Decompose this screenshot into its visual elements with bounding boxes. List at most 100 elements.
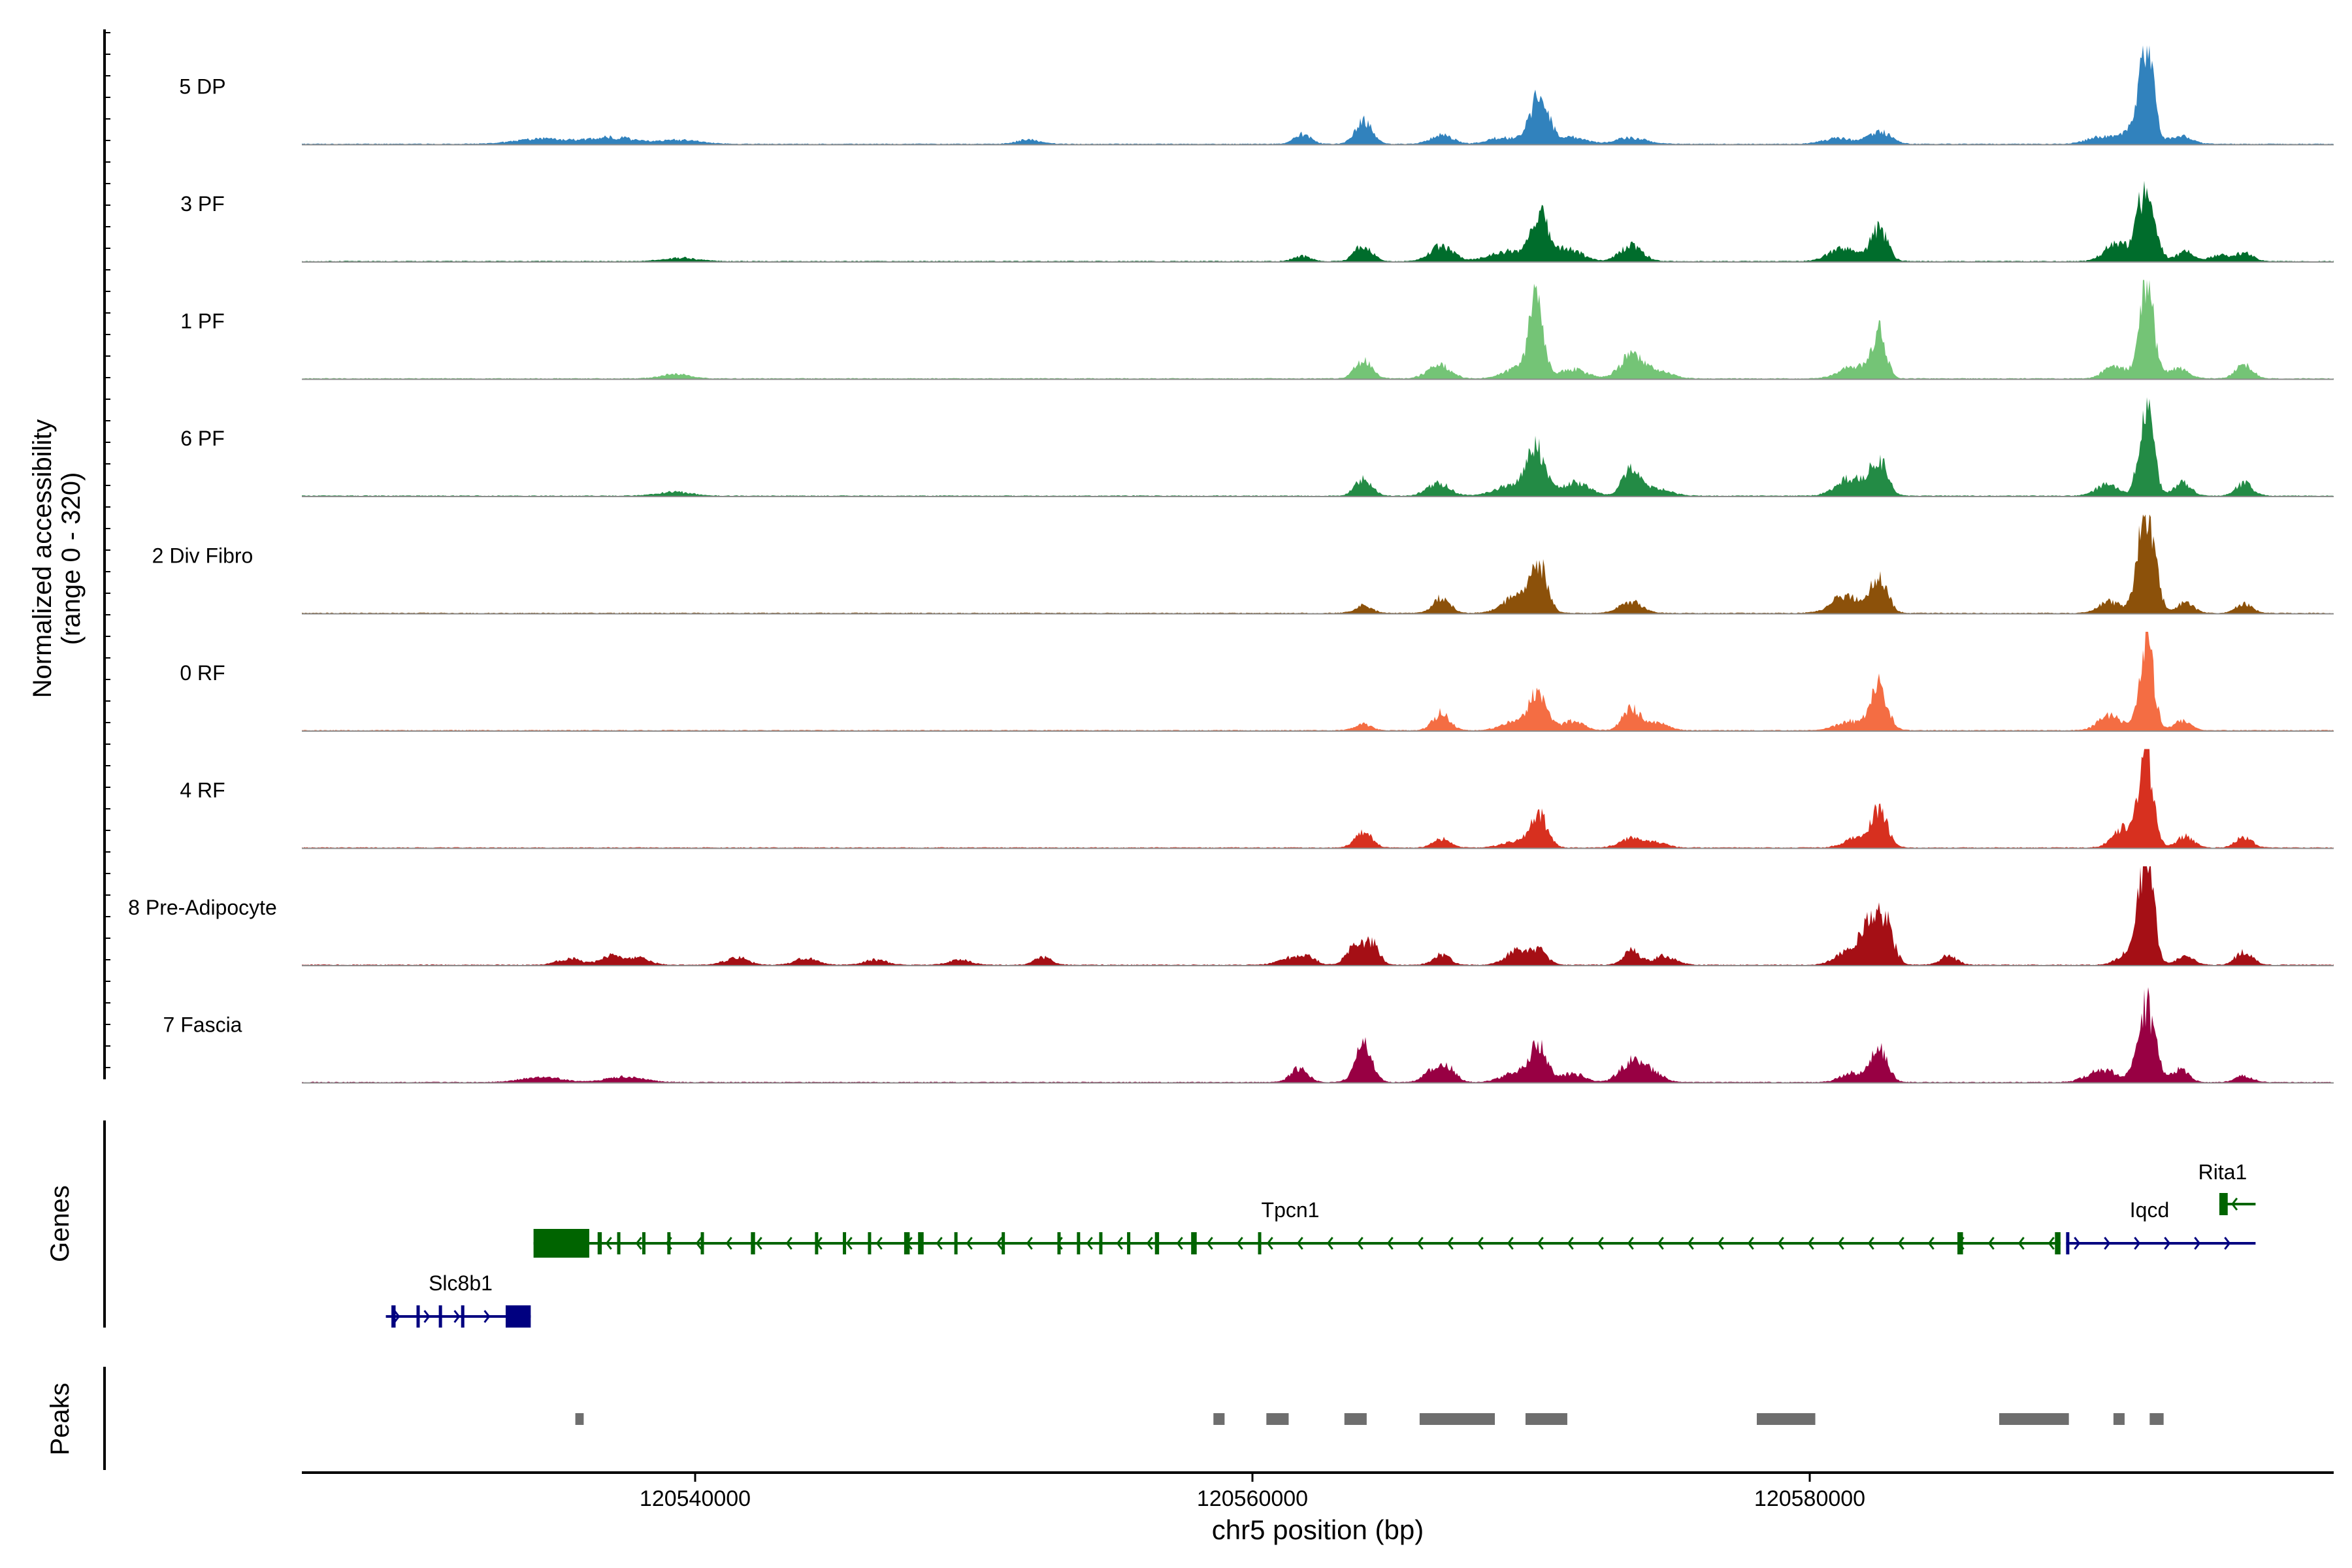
coverage-area [302, 280, 2334, 380]
strand-chevron [1867, 1237, 1874, 1250]
y-axis-label-line2: (range 0 - 320) [57, 472, 86, 645]
strand-chevron [1236, 1237, 1243, 1250]
exon [2219, 1193, 2228, 1215]
strand-chevron [755, 1237, 762, 1250]
peak-region [2149, 1413, 2164, 1425]
exon [667, 1232, 671, 1254]
strand-chevron [1266, 1237, 1273, 1250]
strand-chevron [1837, 1237, 1844, 1250]
strand-chevron [1777, 1237, 1784, 1250]
track-3-pf: 3 PF [180, 180, 2334, 263]
peak-region [1756, 1413, 1816, 1425]
coverage-area [302, 45, 2334, 145]
exon [843, 1232, 847, 1254]
coverage-area [302, 749, 2334, 849]
x-tick-label: 120580000 [1754, 1486, 1865, 1511]
coverage-area [302, 632, 2334, 731]
peak-regions-track [575, 1413, 2164, 1425]
exon [505, 1305, 531, 1328]
x-axis-ticks: 120540000 120560000 120580000 [640, 1473, 1865, 1511]
exon [438, 1305, 442, 1328]
strand-chevron [1086, 1237, 1093, 1250]
strand-chevron [393, 1310, 400, 1323]
exon [2066, 1232, 2070, 1254]
gene-slc8b1: Slc8b1 [385, 1271, 531, 1328]
exon [700, 1232, 704, 1254]
strand-chevron [1206, 1237, 1213, 1250]
gene-tpcn1: Tpcn1 [533, 1198, 2061, 1258]
strand-chevron [1687, 1237, 1694, 1250]
strand-chevron [423, 1310, 431, 1323]
strand-chevron [845, 1237, 853, 1250]
strand-chevron [785, 1237, 792, 1250]
exon [751, 1232, 755, 1254]
exon [1077, 1232, 1081, 1254]
coverage-area [302, 866, 2334, 966]
exon [904, 1232, 910, 1254]
strand-chevron [2017, 1237, 2025, 1250]
strand-chevron [996, 1237, 1003, 1250]
track-4-rf: 4 RF [180, 749, 2334, 849]
exon [868, 1232, 872, 1254]
exon [815, 1232, 819, 1254]
strand-chevron [1717, 1237, 1724, 1250]
strand-chevron [1446, 1237, 1454, 1250]
exon [461, 1305, 465, 1328]
strand-chevron [1416, 1237, 1424, 1250]
strand-chevron [2231, 1198, 2238, 1211]
track-6-pf: 6 PF [180, 397, 2334, 497]
gene-iqcd: Iqcd [2066, 1198, 2256, 1254]
track-2-div-fibro: 2 Div Fibro [152, 514, 2334, 615]
peak-region [1344, 1413, 1367, 1425]
exon [597, 1232, 602, 1254]
genes-panel-label: Genes [46, 1185, 74, 1262]
strand-chevron [1657, 1237, 1664, 1250]
strand-chevron [1507, 1237, 1514, 1250]
strand-chevron [2104, 1237, 2111, 1250]
strand-chevron [966, 1237, 973, 1250]
track-label: 7 Fascia [163, 1013, 242, 1037]
peak-region [1419, 1413, 1495, 1425]
strand-chevron [1356, 1237, 1364, 1250]
track-7-fascia: 7 Fascia [163, 987, 2334, 1084]
strand-chevron [1176, 1237, 1183, 1250]
strand-chevron [1597, 1237, 1604, 1250]
track-label: 3 PF [180, 192, 225, 216]
exon [533, 1229, 589, 1258]
exon [416, 1305, 420, 1328]
exon [642, 1232, 645, 1254]
exon [918, 1232, 924, 1254]
coverage-area [302, 514, 2334, 614]
strand-chevron [453, 1310, 461, 1323]
strand-chevron [1026, 1237, 1033, 1250]
strand-chevron [2164, 1237, 2171, 1250]
strand-chevron [695, 1237, 702, 1250]
strand-chevron [2074, 1237, 2081, 1250]
strand-chevron [2048, 1237, 2055, 1250]
strand-chevron [1116, 1237, 1123, 1250]
strand-chevron [2134, 1237, 2141, 1250]
track-label: 4 RF [180, 779, 225, 802]
gene-annotation-track: Slc8b1 Tpcn1 Iqcd Rita1 [385, 1160, 2256, 1328]
peak-region [1525, 1413, 1567, 1425]
gene-label: Slc8b1 [429, 1271, 493, 1295]
coverage-y-ticks [105, 32, 110, 1068]
strand-chevron [1897, 1237, 1904, 1250]
strand-chevron [1987, 1237, 1995, 1250]
strand-chevron [1326, 1237, 1333, 1250]
exon [1099, 1232, 1103, 1254]
strand-chevron [1537, 1237, 1544, 1250]
peak-region [575, 1413, 584, 1425]
exon [1057, 1232, 1061, 1254]
strand-chevron [875, 1237, 883, 1250]
track-5-dp: 5 DP [179, 45, 2334, 146]
strand-chevron [605, 1237, 612, 1250]
track-label: 0 RF [180, 661, 225, 685]
strand-chevron [1567, 1237, 1574, 1250]
peak-region [2113, 1413, 2125, 1425]
track-label: 8 Pre-Adipocyte [128, 896, 277, 919]
strand-chevron [1146, 1237, 1153, 1250]
exon [1191, 1232, 1197, 1254]
exon [2055, 1232, 2061, 1254]
